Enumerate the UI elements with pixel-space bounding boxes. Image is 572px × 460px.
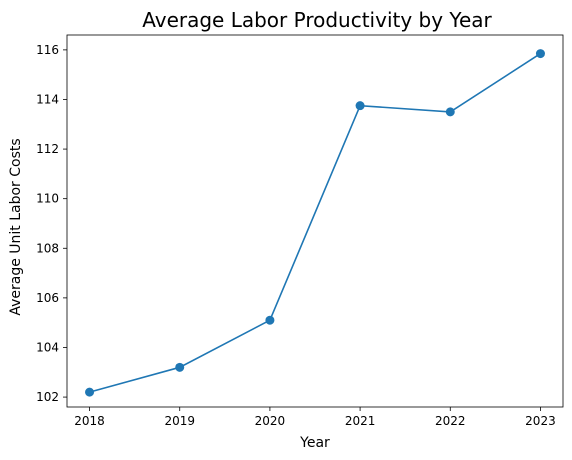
x-tick-label: 2019 [164, 414, 195, 428]
x-tick-label: 2018 [74, 414, 105, 428]
y-tick-label: 108 [36, 241, 59, 255]
y-axis-label: Average Unit Labor Costs [8, 138, 24, 315]
y-tick-label: 112 [36, 142, 59, 156]
x-tick-label: 2022 [435, 414, 466, 428]
y-tick-label: 116 [36, 43, 59, 57]
y-tick-label: 106 [36, 291, 59, 305]
plot-area: 2018 2019 2020 2021 2022 2023 102 104 106 108 110 1… [36, 34, 564, 428]
chart-title: Average Labor Productivity by Year [142, 8, 492, 32]
x-tick-label: 2021 [345, 414, 376, 428]
y-tick-label: 104 [36, 340, 59, 354]
data-point [445, 107, 455, 117]
y-tick-label: 102 [36, 390, 59, 404]
series-line [89, 52, 541, 393]
data-point [265, 315, 275, 325]
data-point [175, 362, 185, 372]
x-tick-label: 2020 [255, 414, 286, 428]
plot-frame [66, 34, 564, 408]
y-tick-label: 114 [36, 92, 59, 106]
y-tick-label: 110 [36, 192, 59, 206]
x-tick-label: 2023 [525, 414, 556, 428]
data-point [535, 49, 545, 59]
data-point [355, 101, 365, 111]
data-point [85, 387, 95, 397]
x-axis-label: Year [299, 435, 330, 451]
